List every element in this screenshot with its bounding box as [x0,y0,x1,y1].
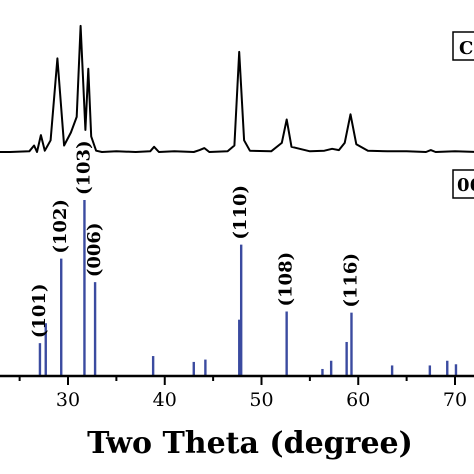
peak-label: (102) [50,199,71,254]
bottom-legend-label: 06 [457,175,474,196]
peak-label: (110) [230,185,251,240]
peak-label: (116) [340,253,361,308]
bottom-legend-box [452,169,474,199]
x-tick-label: 60 [346,389,370,411]
x-tick-label: 40 [153,389,177,411]
top-legend-box [452,31,474,61]
top-legend-label: C [459,38,473,59]
x-axis-label: Two Theta (degree) [87,426,413,461]
peak-label: (108) [276,252,297,307]
x-tick-label: 30 [56,389,80,411]
x-tick-label: 50 [249,389,273,411]
peak-label: (101) [29,284,50,339]
measured-pattern-line [0,24,474,153]
bottom-panel: (101) (102)(103) (006) (110) (108) (116) 06 [29,140,474,376]
top-panel: C [0,24,474,153]
peak-label: (006) [84,223,105,278]
x-axis: 30 40 50 60 70 [0,374,474,411]
x-tick-label: 70 [443,389,467,411]
peak-label: (103) [73,140,94,195]
